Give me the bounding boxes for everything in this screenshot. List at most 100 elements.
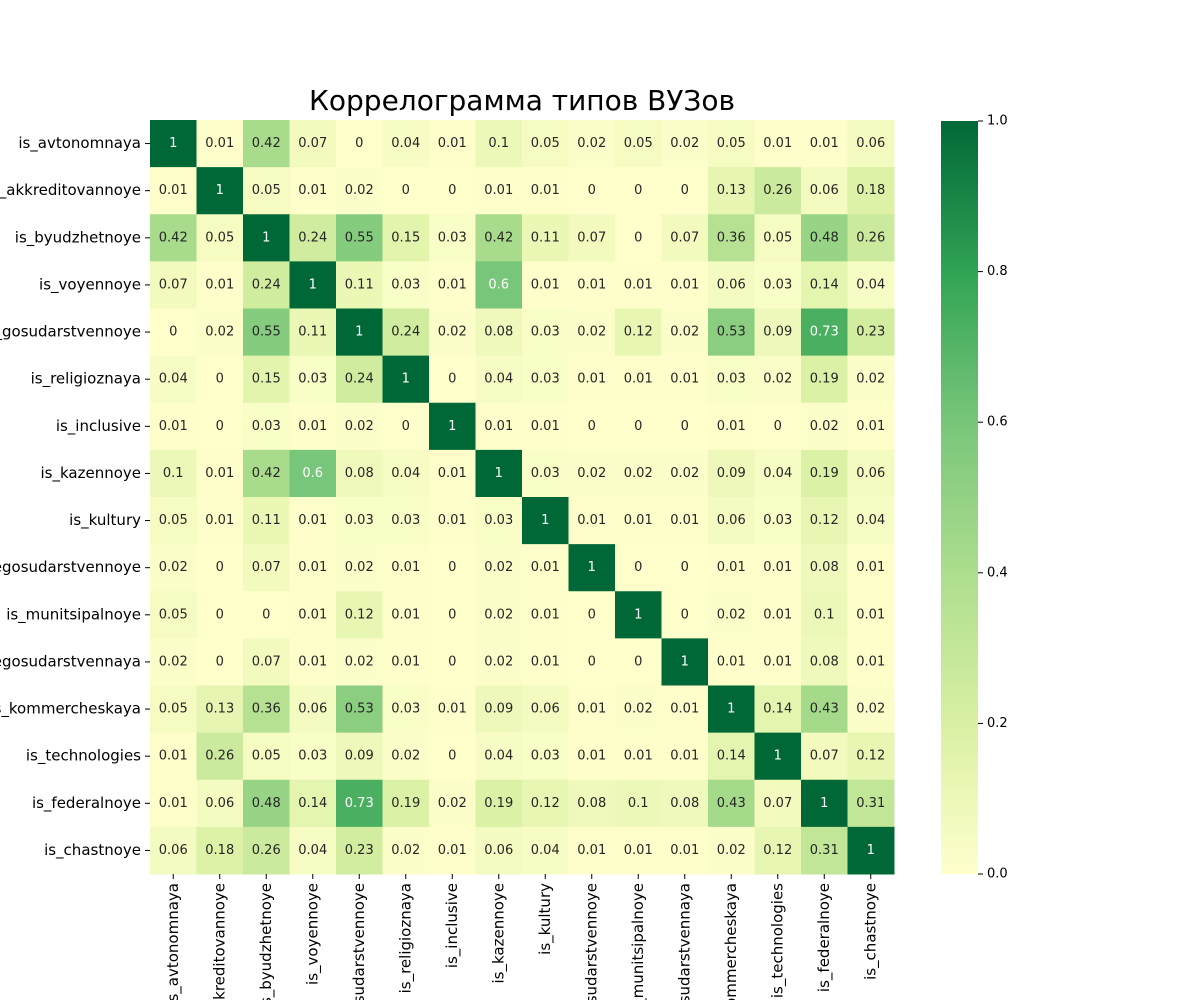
cell-value-label: 0.04 — [856, 277, 885, 292]
cell-value-label: 0.02 — [345, 654, 374, 669]
cell-value-label: 0.02 — [345, 560, 374, 575]
x-tick-label: is_voyennoye — [303, 883, 322, 985]
cell-value-label: 0.02 — [205, 325, 234, 340]
cell-value-label: 0.01 — [670, 702, 699, 717]
heatmap-cell — [661, 826, 709, 875]
heatmap-cell — [615, 826, 662, 875]
y-tick-label: is_kultury — [69, 511, 141, 530]
heatmap-cell — [847, 261, 895, 309]
cell-value-label: 0.01 — [391, 560, 420, 575]
cell-value-label: 0.42 — [484, 230, 513, 245]
cell-value-label: 0.01 — [624, 843, 653, 858]
cell-value-label: 0.02 — [856, 372, 885, 387]
heatmap-cell — [382, 402, 430, 451]
y-tick-label: is_akkreditovannoye — [0, 181, 141, 200]
y-tick-label: is_kommercheskaya — [0, 700, 141, 719]
heatmap-cell — [289, 826, 337, 875]
heatmap-cell — [429, 167, 476, 215]
cell-value-label: 0.07 — [763, 796, 792, 811]
cell-value-label: 0.01 — [624, 513, 653, 528]
cell-value-label: 0.05 — [763, 230, 792, 245]
heatmap-cell — [801, 732, 848, 781]
heatmap-cell — [801, 497, 848, 545]
heatmap-cell — [475, 779, 523, 828]
cell-value-label: 0.03 — [345, 513, 374, 528]
heatmap-cell — [661, 449, 709, 498]
cell-value-label: 0.01 — [531, 419, 560, 434]
cell-value-label: 0 — [588, 654, 596, 669]
cell-value-label: 0.53 — [717, 325, 746, 340]
heatmap-cell — [754, 402, 802, 451]
heatmap-cell — [801, 449, 848, 498]
cell-value-label: 0 — [774, 419, 782, 434]
cell-value-label: 0.02 — [345, 419, 374, 434]
cell-value-label: 0.01 — [763, 136, 792, 151]
heatmap-cell — [382, 544, 430, 592]
cell-value-label: 0.06 — [298, 702, 327, 717]
heatmap-cell — [475, 355, 523, 404]
cell-value-label: 0.01 — [205, 277, 234, 292]
cell-value-label: 0.53 — [345, 702, 374, 717]
cell-value-label: 0.01 — [577, 513, 606, 528]
y-tick-label: is_religioznaya — [31, 370, 141, 389]
heatmap-cell — [754, 308, 802, 357]
cell-value-label: 0.01 — [810, 136, 839, 151]
heatmap-cell — [150, 308, 197, 357]
y-tick-label: is_voyennoye — [39, 275, 141, 294]
cell-value-label: 0.01 — [159, 419, 188, 434]
cell-value-label: 0.01 — [856, 560, 885, 575]
x-tick-label: is_federalnoye — [815, 883, 834, 992]
cell-value-label: 0.01 — [298, 419, 327, 434]
cell-value-label: 0.01 — [438, 466, 467, 481]
y-tick-label: is_negosudarstvennoye — [0, 558, 141, 577]
cell-value-label: 0.02 — [624, 466, 653, 481]
cell-value-label: 0 — [681, 183, 689, 198]
heatmap-cell — [522, 732, 569, 781]
heatmap-cell — [522, 402, 569, 451]
heatmap-cell — [754, 497, 802, 545]
cell-value-label: 0.08 — [484, 325, 513, 340]
cell-value-label: 0.01 — [670, 277, 699, 292]
cell-value-label: 0 — [634, 419, 642, 434]
heatmap-cell — [522, 638, 569, 686]
cell-value-label: 0.02 — [484, 607, 513, 622]
cell-value-label: 0.03 — [298, 749, 327, 764]
heatmap-cell — [661, 544, 709, 592]
cell-value-label: 0.02 — [670, 136, 699, 151]
heatmap-cell — [615, 685, 662, 734]
cell-value-label: 0.14 — [810, 277, 839, 292]
heatmap-cell — [708, 497, 755, 545]
heatmap-cell — [243, 497, 290, 545]
heatmap-cell — [243, 638, 290, 686]
cell-value-label: 0.01 — [856, 607, 885, 622]
cell-value-label: 0.01 — [577, 277, 606, 292]
cell-value-label: 0.26 — [763, 183, 792, 198]
heatmap-cell — [150, 402, 197, 451]
cell-value-label: 0.03 — [531, 466, 560, 481]
cell-value-label: 0.13 — [205, 702, 234, 717]
cell-value-label: 0.01 — [438, 513, 467, 528]
cell-value-label: 0 — [634, 230, 642, 245]
cell-value-label: 0.01 — [763, 560, 792, 575]
heatmap-cell — [382, 214, 430, 262]
heatmap-cell — [522, 826, 569, 875]
heatmap-cell — [289, 449, 337, 498]
cell-value-label: 0.01 — [670, 749, 699, 764]
cell-value-label: 0.01 — [670, 372, 699, 387]
heatmap-cell — [522, 544, 569, 592]
cell-value-label: 0.08 — [670, 796, 699, 811]
y-tick-label: is_negosudarstvennaya — [0, 652, 141, 671]
cell-value-label: 0.04 — [763, 466, 792, 481]
heatmap-cell — [661, 779, 709, 828]
heatmap-cell — [336, 449, 383, 498]
chart-title: Коррелограмма типов ВУЗов — [309, 84, 735, 117]
cell-value-label: 0.03 — [717, 372, 746, 387]
cell-value-label: 0.01 — [484, 183, 513, 198]
heatmap-cell — [382, 497, 430, 545]
cell-value-label: 0.6 — [302, 466, 323, 481]
heatmap-cell — [429, 685, 476, 734]
cell-value-label: 0.05 — [159, 702, 188, 717]
cell-value-label: 0.06 — [856, 136, 885, 151]
heatmap-cell — [336, 779, 383, 828]
cell-value-label: 0.08 — [345, 466, 374, 481]
